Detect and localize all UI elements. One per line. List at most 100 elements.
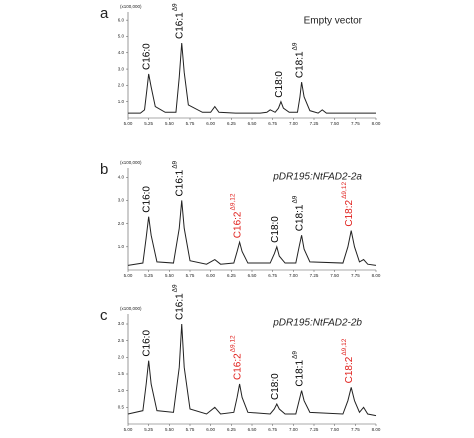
- peak-label: C16:0: [141, 186, 152, 213]
- peak-label: C18:0: [269, 216, 280, 243]
- x-tick-label: 5.25: [144, 273, 153, 278]
- x-tick-label: 7.25: [310, 121, 319, 126]
- panel-title: pDR195:NtFAD2-2a: [272, 172, 362, 183]
- peak-superscript: Δ9: [291, 195, 298, 203]
- y-tick-label: 1.0: [118, 244, 125, 249]
- x-tick-label: 6.25: [227, 427, 236, 432]
- peak-superscript: Δ9: [171, 3, 178, 11]
- peak-label: C16:1Δ9: [171, 284, 185, 320]
- x-tick-label: 5.50: [165, 427, 174, 432]
- x-tick-label: 7.50: [330, 273, 339, 278]
- x-tick-label: 5.00: [124, 427, 133, 432]
- x-tick-label: 7.25: [310, 273, 319, 278]
- y-tick-label: 0.5: [118, 405, 125, 410]
- x-tick-label: 8.00: [372, 121, 381, 126]
- x-tick-label: 7.75: [351, 427, 360, 432]
- peak-name: C16:1: [174, 169, 185, 196]
- peak-superscript: Δ9,12: [341, 338, 348, 355]
- peak-superscript: Δ9: [291, 351, 298, 359]
- panel-title: pDR195:NtFAD2-2b: [272, 318, 362, 329]
- peak-name: C16:1: [174, 12, 185, 39]
- trace: [127, 200, 377, 266]
- y-unit: (x100,000): [120, 160, 142, 165]
- peak-name: C16:0: [141, 186, 152, 213]
- x-tick-label: 5.25: [144, 427, 153, 432]
- y-tick-label: 2.0: [118, 221, 125, 226]
- x-tick-label: 5.75: [186, 273, 195, 278]
- peak-label: C18:2Δ9,12: [341, 338, 355, 383]
- x-tick-label: 7.50: [330, 121, 339, 126]
- y-tick-label: 6.0: [118, 17, 125, 22]
- peak-label: C18:0: [269, 373, 280, 400]
- peak-name: C18:1: [294, 360, 305, 387]
- x-tick-label: 6.75: [268, 427, 277, 432]
- y-unit: (x100,000): [120, 4, 142, 9]
- peak-name: C16:2: [232, 353, 243, 380]
- x-tick-label: 7.75: [351, 121, 360, 126]
- panel-label: c: [100, 307, 108, 324]
- peak-superscript: Δ9,12: [229, 193, 236, 210]
- panel-label: a: [100, 5, 109, 22]
- y-tick-label: 4.0: [118, 50, 125, 55]
- peak-name: C18:0: [269, 373, 280, 400]
- peak-superscript: Δ9,12: [229, 335, 236, 352]
- x-tick-label: 7.00: [289, 273, 298, 278]
- y-tick-label: 2.0: [118, 83, 125, 88]
- peak-name: C18:2: [344, 199, 355, 226]
- peak-label: C16:2Δ9,12: [229, 193, 243, 238]
- peak-name: C16:0: [141, 43, 152, 70]
- x-tick-label: 6.75: [268, 273, 277, 278]
- x-tick-label: 6.25: [227, 121, 236, 126]
- peak-name: C18:1: [294, 51, 305, 78]
- x-tick-label: 8.00: [372, 427, 381, 432]
- y-tick-label: 4.0: [118, 174, 125, 179]
- peak-name: C16:2: [232, 211, 243, 238]
- peak-superscript: Δ9: [171, 284, 178, 292]
- peak-label: C16:1Δ9: [171, 160, 185, 196]
- peak-name: C18:0: [269, 216, 280, 243]
- peak-name: C18:2: [344, 356, 355, 383]
- x-tick-label: 7.75: [351, 273, 360, 278]
- x-tick-label: 5.00: [124, 273, 133, 278]
- peak-superscript: Δ9: [291, 42, 298, 50]
- x-tick-label: 7.00: [289, 427, 298, 432]
- x-tick-label: 7.25: [310, 427, 319, 432]
- y-tick-label: 3.0: [118, 66, 125, 71]
- x-tick-label: 5.25: [144, 121, 153, 126]
- peak-label: C18:1Δ9: [291, 351, 305, 387]
- x-tick-label: 6.00: [206, 121, 215, 126]
- y-tick-label: 1.5: [118, 371, 125, 376]
- panel-label: b: [100, 161, 108, 178]
- x-tick-label: 6.50: [248, 273, 257, 278]
- x-tick-label: 6.00: [206, 427, 215, 432]
- peak-label: C18:0: [274, 71, 285, 98]
- y-tick-label: 3.0: [118, 321, 125, 326]
- x-tick-label: 5.50: [165, 121, 174, 126]
- peak-label: C18:1Δ9: [291, 195, 305, 231]
- x-tick-label: 5.75: [186, 121, 195, 126]
- trace: [127, 323, 377, 417]
- peak-name: C16:0: [141, 330, 152, 357]
- y-unit: (x100,000): [120, 306, 142, 311]
- panel-title: Empty vector: [304, 16, 363, 27]
- y-tick-label: 2.5: [118, 338, 125, 343]
- peak-name: C18:0: [274, 71, 285, 98]
- x-tick-label: 6.00: [206, 273, 215, 278]
- x-tick-label: 8.00: [372, 273, 381, 278]
- y-tick-label: 1.0: [118, 99, 125, 104]
- peak-label: C18:1Δ9: [291, 42, 305, 78]
- peak-label: C16:1Δ9: [171, 3, 185, 39]
- peak-superscript: Δ9: [171, 160, 178, 168]
- peak-superscript: Δ9,12: [341, 182, 348, 199]
- x-tick-label: 5.50: [165, 273, 174, 278]
- x-tick-label: 6.50: [248, 427, 257, 432]
- x-tick-label: 5.75: [186, 427, 195, 432]
- x-tick-label: 6.50: [248, 121, 257, 126]
- y-tick-label: 1.0: [118, 388, 125, 393]
- peak-label: C16:0: [141, 43, 152, 70]
- x-tick-label: 5.00: [124, 121, 133, 126]
- y-tick-label: 3.0: [118, 198, 125, 203]
- peak-label: C18:2Δ9,12: [341, 182, 355, 227]
- trace: [128, 42, 376, 114]
